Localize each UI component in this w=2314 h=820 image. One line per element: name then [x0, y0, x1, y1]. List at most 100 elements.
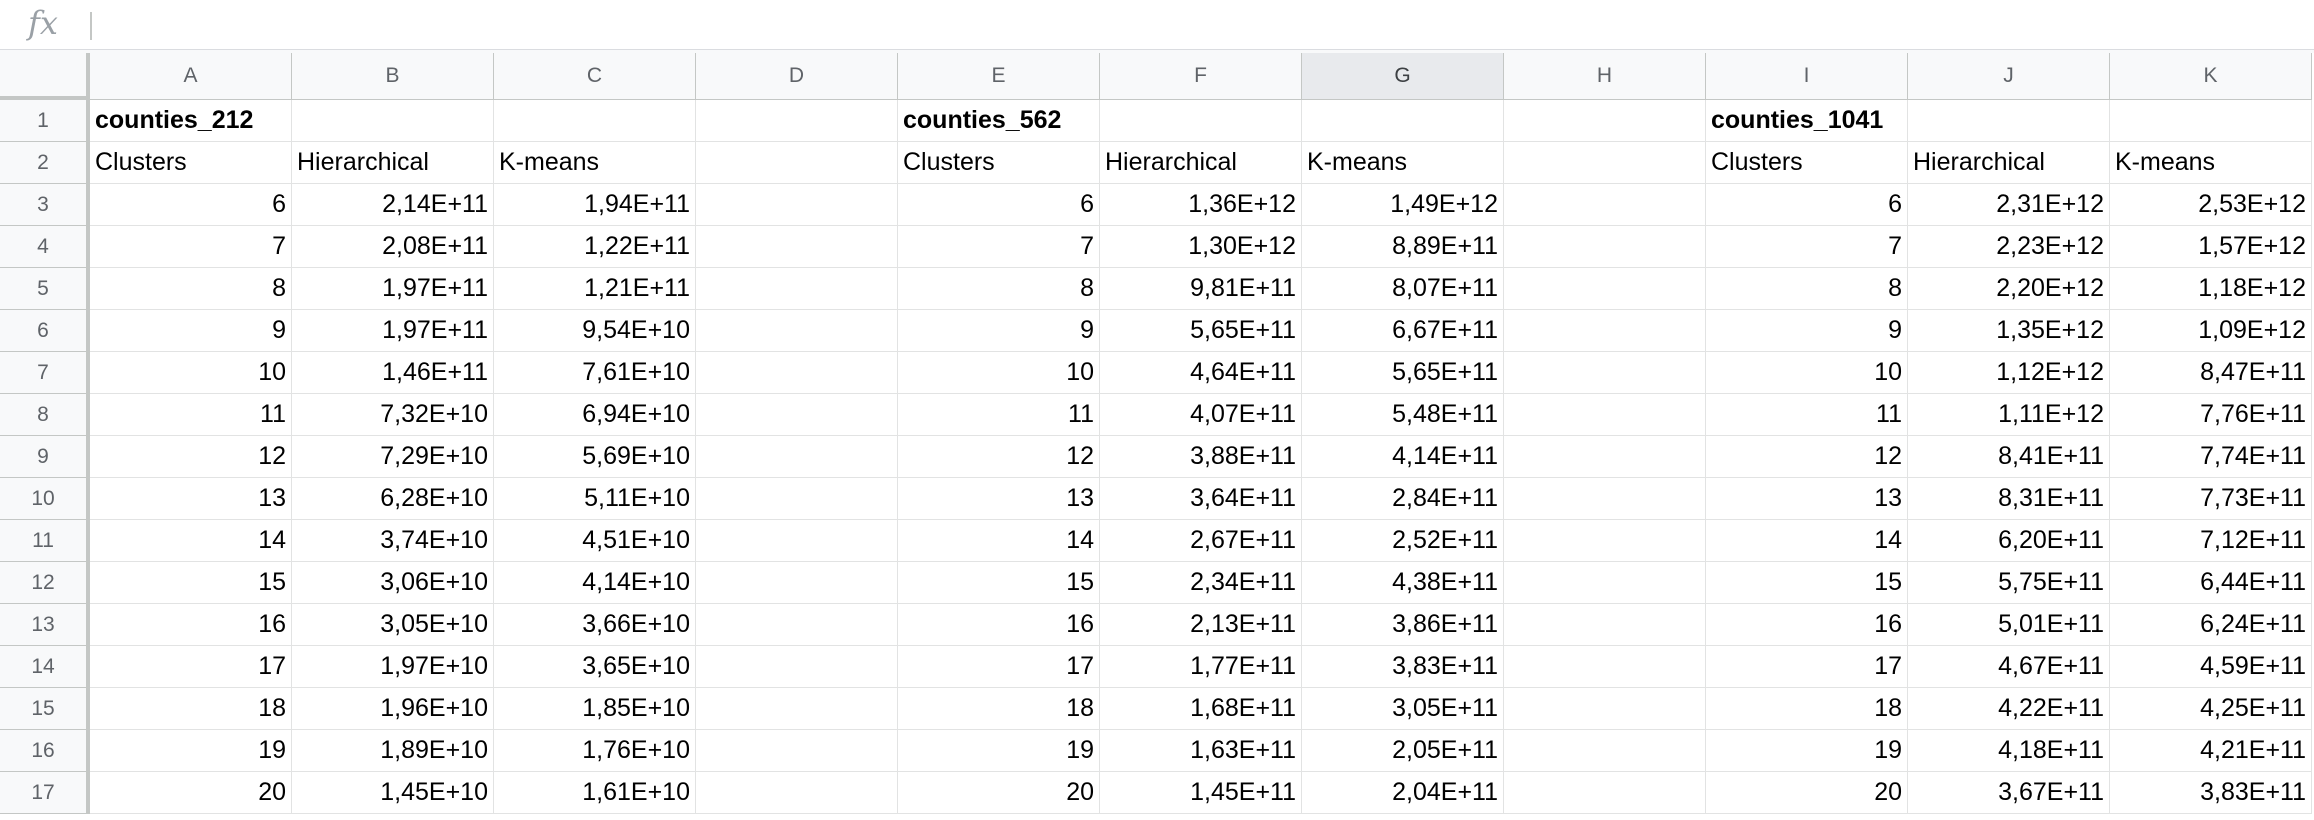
cell-e10[interactable]: 13: [898, 478, 1100, 520]
row-header-9[interactable]: 9: [0, 436, 90, 478]
cell-e15[interactable]: 18: [898, 688, 1100, 730]
cell-b17[interactable]: 1,45E+10: [292, 772, 494, 814]
cell-g7[interactable]: 5,65E+11: [1302, 352, 1504, 394]
cell-i13[interactable]: 16: [1706, 604, 1908, 646]
cell-h12[interactable]: [1504, 562, 1706, 604]
row-header-13[interactable]: 13: [0, 604, 90, 646]
cell-b9[interactable]: 7,29E+10: [292, 436, 494, 478]
cell-f16[interactable]: 1,63E+11: [1100, 730, 1302, 772]
cell-a1[interactable]: counties_212: [90, 100, 292, 142]
cell-h2[interactable]: [1504, 142, 1706, 184]
cell-h8[interactable]: [1504, 394, 1706, 436]
cell-a6[interactable]: 9: [90, 310, 292, 352]
cell-j3[interactable]: 2,31E+12: [1908, 184, 2110, 226]
cell-d11[interactable]: [696, 520, 898, 562]
cell-i3[interactable]: 6: [1706, 184, 1908, 226]
cell-b5[interactable]: 1,97E+11: [292, 268, 494, 310]
column-header-c[interactable]: C: [494, 53, 696, 100]
cell-j14[interactable]: 4,67E+11: [1908, 646, 2110, 688]
cell-k14[interactable]: 4,59E+11: [2110, 646, 2312, 688]
cell-d12[interactable]: [696, 562, 898, 604]
cell-h9[interactable]: [1504, 436, 1706, 478]
cell-a14[interactable]: 17: [90, 646, 292, 688]
column-header-h[interactable]: H: [1504, 53, 1706, 100]
cell-d16[interactable]: [696, 730, 898, 772]
cell-i6[interactable]: 9: [1706, 310, 1908, 352]
cell-d4[interactable]: [696, 226, 898, 268]
cell-e6[interactable]: 9: [898, 310, 1100, 352]
cell-f8[interactable]: 4,07E+11: [1100, 394, 1302, 436]
cell-i11[interactable]: 14: [1706, 520, 1908, 562]
cell-i12[interactable]: 15: [1706, 562, 1908, 604]
row-header-15[interactable]: 15: [0, 688, 90, 730]
cell-i5[interactable]: 8: [1706, 268, 1908, 310]
cell-c6[interactable]: 9,54E+10: [494, 310, 696, 352]
cell-h7[interactable]: [1504, 352, 1706, 394]
cell-b14[interactable]: 1,97E+10: [292, 646, 494, 688]
column-header-i[interactable]: I: [1706, 53, 1908, 100]
row-header-2[interactable]: 2: [0, 142, 90, 184]
cell-c15[interactable]: 1,85E+10: [494, 688, 696, 730]
cell-j12[interactable]: 5,75E+11: [1908, 562, 2110, 604]
cell-a5[interactable]: 8: [90, 268, 292, 310]
cell-d7[interactable]: [696, 352, 898, 394]
cell-k4[interactable]: 1,57E+12: [2110, 226, 2312, 268]
cell-g12[interactable]: 4,38E+11: [1302, 562, 1504, 604]
cell-i1[interactable]: counties_1041: [1706, 100, 1908, 142]
cell-g16[interactable]: 2,05E+11: [1302, 730, 1504, 772]
cell-g3[interactable]: 1,49E+12: [1302, 184, 1504, 226]
cell-e12[interactable]: 15: [898, 562, 1100, 604]
row-header-8[interactable]: 8: [0, 394, 90, 436]
cell-j8[interactable]: 1,11E+12: [1908, 394, 2110, 436]
cell-j1[interactable]: [1908, 100, 2110, 142]
cell-c10[interactable]: 5,11E+10: [494, 478, 696, 520]
cell-f4[interactable]: 1,30E+12: [1100, 226, 1302, 268]
cell-d8[interactable]: [696, 394, 898, 436]
cell-k7[interactable]: 8,47E+11: [2110, 352, 2312, 394]
cell-i14[interactable]: 17: [1706, 646, 1908, 688]
cell-k17[interactable]: 3,83E+11: [2110, 772, 2312, 814]
cell-a7[interactable]: 10: [90, 352, 292, 394]
cell-j4[interactable]: 2,23E+12: [1908, 226, 2110, 268]
cell-f3[interactable]: 1,36E+12: [1100, 184, 1302, 226]
row-header-1[interactable]: 1: [0, 100, 90, 142]
row-header-10[interactable]: 10: [0, 478, 90, 520]
column-header-e[interactable]: E: [898, 53, 1100, 100]
cell-k3[interactable]: 2,53E+12: [2110, 184, 2312, 226]
cell-k6[interactable]: 1,09E+12: [2110, 310, 2312, 352]
column-header-g[interactable]: G: [1302, 53, 1504, 100]
cell-e3[interactable]: 6: [898, 184, 1100, 226]
cell-g9[interactable]: 4,14E+11: [1302, 436, 1504, 478]
cell-a16[interactable]: 19: [90, 730, 292, 772]
cell-j15[interactable]: 4,22E+11: [1908, 688, 2110, 730]
cell-b15[interactable]: 1,96E+10: [292, 688, 494, 730]
cell-c9[interactable]: 5,69E+10: [494, 436, 696, 478]
cell-h15[interactable]: [1504, 688, 1706, 730]
cell-i8[interactable]: 11: [1706, 394, 1908, 436]
cell-f7[interactable]: 4,64E+11: [1100, 352, 1302, 394]
cell-f11[interactable]: 2,67E+11: [1100, 520, 1302, 562]
cell-h14[interactable]: [1504, 646, 1706, 688]
cell-a17[interactable]: 20: [90, 772, 292, 814]
cell-f17[interactable]: 1,45E+11: [1100, 772, 1302, 814]
cell-a12[interactable]: 15: [90, 562, 292, 604]
cell-c2[interactable]: K-means: [494, 142, 696, 184]
cell-f9[interactable]: 3,88E+11: [1100, 436, 1302, 478]
cell-g5[interactable]: 8,07E+11: [1302, 268, 1504, 310]
cell-h10[interactable]: [1504, 478, 1706, 520]
cell-b7[interactable]: 1,46E+11: [292, 352, 494, 394]
cell-j6[interactable]: 1,35E+12: [1908, 310, 2110, 352]
cell-g17[interactable]: 2,04E+11: [1302, 772, 1504, 814]
cell-j7[interactable]: 1,12E+12: [1908, 352, 2110, 394]
cell-h16[interactable]: [1504, 730, 1706, 772]
cell-f6[interactable]: 5,65E+11: [1100, 310, 1302, 352]
cell-d15[interactable]: [696, 688, 898, 730]
cell-g11[interactable]: 2,52E+11: [1302, 520, 1504, 562]
cell-c7[interactable]: 7,61E+10: [494, 352, 696, 394]
cell-h4[interactable]: [1504, 226, 1706, 268]
cell-k12[interactable]: 6,44E+11: [2110, 562, 2312, 604]
cell-d1[interactable]: [696, 100, 898, 142]
cell-h11[interactable]: [1504, 520, 1706, 562]
cell-c11[interactable]: 4,51E+10: [494, 520, 696, 562]
cell-e8[interactable]: 11: [898, 394, 1100, 436]
